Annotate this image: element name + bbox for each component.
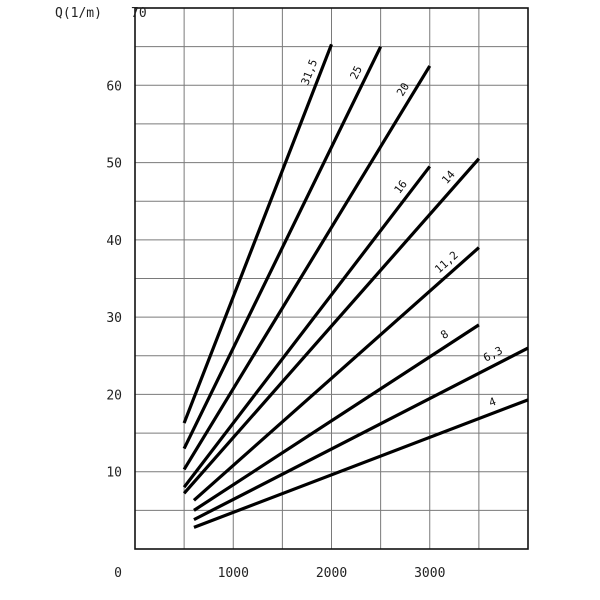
y-tick-label: 20 (106, 388, 122, 403)
y-tick-label: 50 (106, 157, 122, 172)
series-line (182, 65, 432, 471)
series-label: 16 (392, 178, 410, 196)
series-line (192, 246, 480, 502)
series-line (182, 157, 481, 495)
y-tick-label: 40 (106, 234, 122, 249)
y-tick-label: 70 (131, 6, 147, 21)
x-tick-label: 3000 (414, 566, 445, 581)
y-tick-label: 10 (106, 466, 122, 481)
series-label: 25 (348, 64, 365, 82)
x-tick-label: 2000 (316, 566, 347, 581)
y-tick-label: 60 (106, 79, 122, 94)
plot-frame (134, 7, 529, 550)
series-label: 20 (394, 81, 412, 99)
series-line (193, 346, 529, 522)
series-lines (182, 43, 529, 529)
series-line (193, 398, 529, 529)
series-line (193, 323, 480, 512)
y-tick-label: 30 (106, 311, 122, 326)
y-axis-title: Q(1/m) (55, 6, 102, 21)
series-line (182, 165, 432, 489)
series-line (182, 43, 333, 424)
x-tick-label: 0 (114, 566, 122, 581)
series-label: 4 (487, 395, 498, 410)
tick-labels: 0 1000 2000 3000 10 20 30 40 50 60 70 (106, 6, 445, 581)
x-tick-label: 1000 (218, 566, 249, 581)
series-line (182, 45, 383, 450)
series-label: 11,2 (432, 249, 460, 276)
series-label: 8 (438, 327, 451, 342)
grid (135, 7, 528, 549)
